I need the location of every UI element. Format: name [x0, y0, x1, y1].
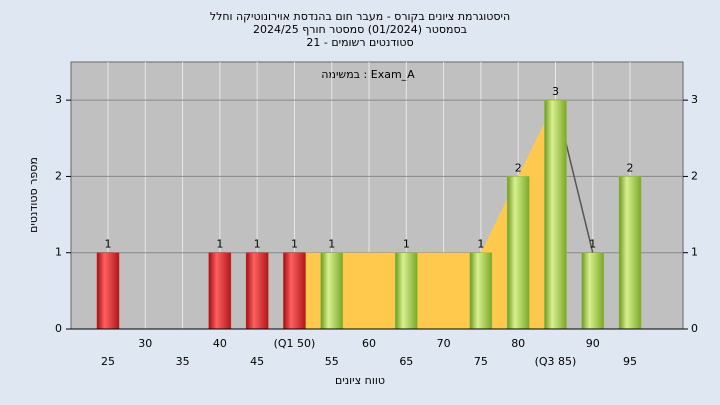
annotation: במשימה : Exam_A: [321, 68, 415, 81]
x-tick-label: 30: [138, 337, 152, 350]
x-tick-label: 70: [437, 337, 451, 350]
value-label: 1: [403, 238, 410, 251]
x-tick-label: 45: [250, 355, 264, 368]
bar: [469, 252, 493, 330]
bar: [320, 252, 343, 330]
bar: [283, 252, 306, 330]
y-tick-label: 2: [55, 169, 62, 182]
x-tick-label: 95: [623, 355, 637, 368]
chart-subtitle: סטודנטים רשומים - 21: [306, 36, 413, 49]
y2-tick-label: 0: [691, 322, 698, 335]
y-axis-label: מספר סטודנטים: [27, 157, 40, 233]
bar: [506, 176, 530, 330]
y-tick-label: 0: [55, 322, 62, 335]
x-tick-label: (Q3 85): [535, 355, 577, 368]
y2-tick-label: 1: [691, 246, 698, 259]
y2-tick-label: 2: [691, 169, 698, 182]
value-label: 1: [291, 238, 298, 251]
bar: [395, 252, 418, 330]
value-label: 2: [627, 161, 634, 174]
bar: [208, 252, 232, 330]
x-tick-label: 25: [101, 355, 115, 368]
bar: [245, 252, 269, 330]
chart-subtitle: בסמסטר (01/2024) סמסטר חורף 2024/25: [253, 23, 467, 36]
x-tick-label: 90: [586, 337, 600, 350]
value-label: 1: [328, 238, 335, 251]
bar: [618, 176, 642, 330]
value-label: 1: [477, 238, 484, 251]
value-label: 1: [254, 238, 261, 251]
x-tick-label: 65: [399, 355, 413, 368]
x-tick-label: 80: [511, 337, 525, 350]
value-label: 1: [589, 238, 596, 251]
y-tick-label: 1: [55, 246, 62, 259]
chart-title: היסטוגרמת ציונים בקורס - מעבר חום בהנדסת…: [210, 10, 510, 23]
value-label: 3: [552, 85, 559, 98]
value-label: 1: [216, 238, 223, 251]
value-label: 1: [105, 238, 112, 251]
bar: [96, 252, 120, 330]
value-label: 2: [515, 161, 522, 174]
x-tick-label: 40: [213, 337, 227, 350]
x-tick-label: (Q1 50): [274, 337, 316, 350]
x-tick-label: 75: [474, 355, 488, 368]
y2-tick-label: 3: [691, 93, 698, 106]
x-tick-label: 60: [362, 337, 376, 350]
bar: [581, 252, 605, 330]
x-tick-label: 55: [325, 355, 339, 368]
x-axis-label: טווח ציונים: [335, 374, 385, 387]
bar: [544, 99, 567, 330]
y-tick-label: 3: [55, 93, 62, 106]
x-tick-label: 35: [176, 355, 190, 368]
